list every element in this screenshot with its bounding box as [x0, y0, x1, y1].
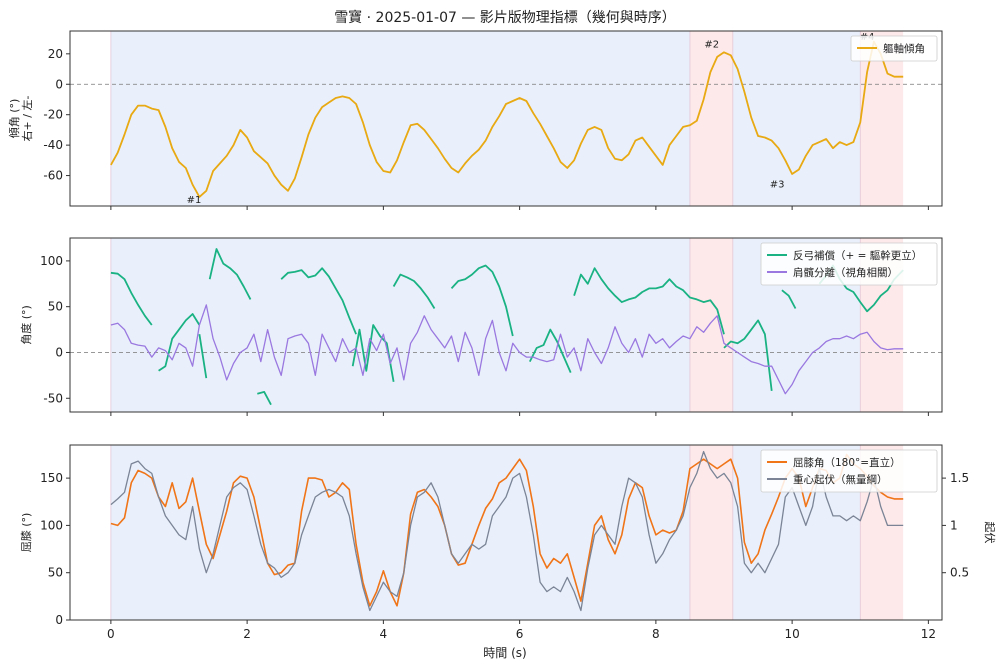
legend-box	[760, 242, 938, 286]
series-line-counter-seg5	[280, 267, 357, 335]
y-tick-label: 50	[48, 300, 63, 314]
series-line-counter-seg6	[351, 324, 395, 382]
series-line-shoulder	[110, 304, 904, 395]
y-tick-label: 0	[55, 613, 63, 627]
panel-knee: 0 2 4 6 8 10 12 0 50 100 150 0.5 1 1.5 屈膝 (°) 起伏 屈膝角（180…	[20, 444, 996, 641]
y2-axis-label: 起伏	[983, 522, 996, 544]
x-tick-label: 8	[652, 627, 660, 641]
y-tick-label: -40	[43, 138, 63, 152]
x-tick-label: 12	[921, 627, 936, 641]
series-line-counter-seg12	[781, 289, 797, 309]
legend-entry-counter: 反弓補償（+ = 驅幹更立）	[793, 249, 922, 262]
y-axis-label: 傾角 (°)右+ / 左-	[7, 96, 34, 142]
y-tick-label: 0	[55, 77, 63, 91]
peak-annotation: #2	[704, 40, 719, 51]
legend-entry-tilt: 軀軸傾角	[883, 42, 925, 55]
shaded-region-0	[110, 445, 690, 620]
y-tick-label: 50	[48, 566, 63, 580]
y-axis-label: 角度 (°)	[19, 305, 33, 345]
legend-box	[850, 35, 938, 62]
series-line-knee	[110, 453, 904, 607]
series-line-counter-seg7	[392, 273, 436, 309]
shaded-region-0	[110, 238, 690, 412]
series-line-counter-seg8	[450, 264, 514, 337]
shaded-region-2	[732, 31, 861, 206]
legend-box	[760, 449, 938, 493]
shaded-region-1	[689, 238, 733, 412]
x-tick-label: 10	[784, 627, 799, 641]
series-line-counter-seg2	[198, 334, 208, 379]
y-tick-label: -20	[43, 108, 63, 122]
axes-frame	[69, 237, 943, 413]
shaded-region-0	[110, 31, 690, 206]
y-tick-label: 20	[48, 47, 63, 61]
series-line-com	[110, 450, 904, 612]
y-tick-label: 0	[55, 345, 63, 359]
legend: 軀軸傾角	[850, 35, 938, 62]
peak-annotation: #1	[187, 195, 202, 206]
peak-annotation: #3	[770, 180, 785, 191]
legend-entry-knee: 屈膝角（180°=直立）	[793, 456, 901, 469]
legend: 屈膝角（180°=直立） 重心起伏（無量綱）	[760, 449, 938, 493]
series-line-tilt	[110, 40, 904, 198]
series-line-counter-seg3	[208, 248, 252, 300]
x-tick-label: 2	[243, 627, 251, 641]
legend-entry-shoulder: 肩髖分離（視角相關）	[793, 266, 898, 279]
y-tick-label: 150	[40, 471, 63, 485]
y2-tick-label: 1	[950, 518, 958, 532]
x-tick-label: 4	[380, 627, 388, 641]
y2-tick-label: 1.5	[950, 471, 969, 485]
series-line-counter-seg4	[257, 390, 272, 406]
x-tick-label: 0	[107, 627, 115, 641]
y2-tick-label: 0.5	[950, 566, 969, 580]
y-axis-label: 屈膝 (°)	[20, 513, 33, 553]
y-tick-label: -60	[43, 169, 63, 183]
x-axis-label: 時間 (s)	[483, 646, 526, 660]
series-line-counter-seg9	[528, 328, 572, 373]
y-tick-label: -50	[43, 391, 63, 405]
series-line-counter-seg0	[110, 271, 153, 326]
series-line-counter-seg10	[573, 267, 725, 335]
y-tick-label: 100	[40, 518, 63, 532]
series-line-counter-seg11	[723, 319, 773, 392]
y-tick-label: 100	[40, 254, 63, 268]
x-tick-label: 6	[516, 627, 524, 641]
axes-frame	[69, 30, 943, 207]
panel-angles: 100 50 0 -50 角度 (°) 反弓補償（+ = 驅幹更立） 肩髖分離（視角相關）	[19, 237, 943, 416]
legend: 反弓補償（+ = 驅幹更立） 肩髖分離（視角相關）	[760, 242, 938, 286]
series-line-counter-seg1	[158, 313, 201, 372]
shaded-region-1	[689, 31, 733, 206]
legend-entry-com: 重心起伏（無量綱）	[793, 473, 888, 486]
axes-frame	[69, 444, 943, 621]
shaded-region-1	[689, 445, 733, 620]
chart-title: 雪寶 · 2025-01-07 — 影片版物理指標（幾何與時序）	[334, 10, 676, 26]
